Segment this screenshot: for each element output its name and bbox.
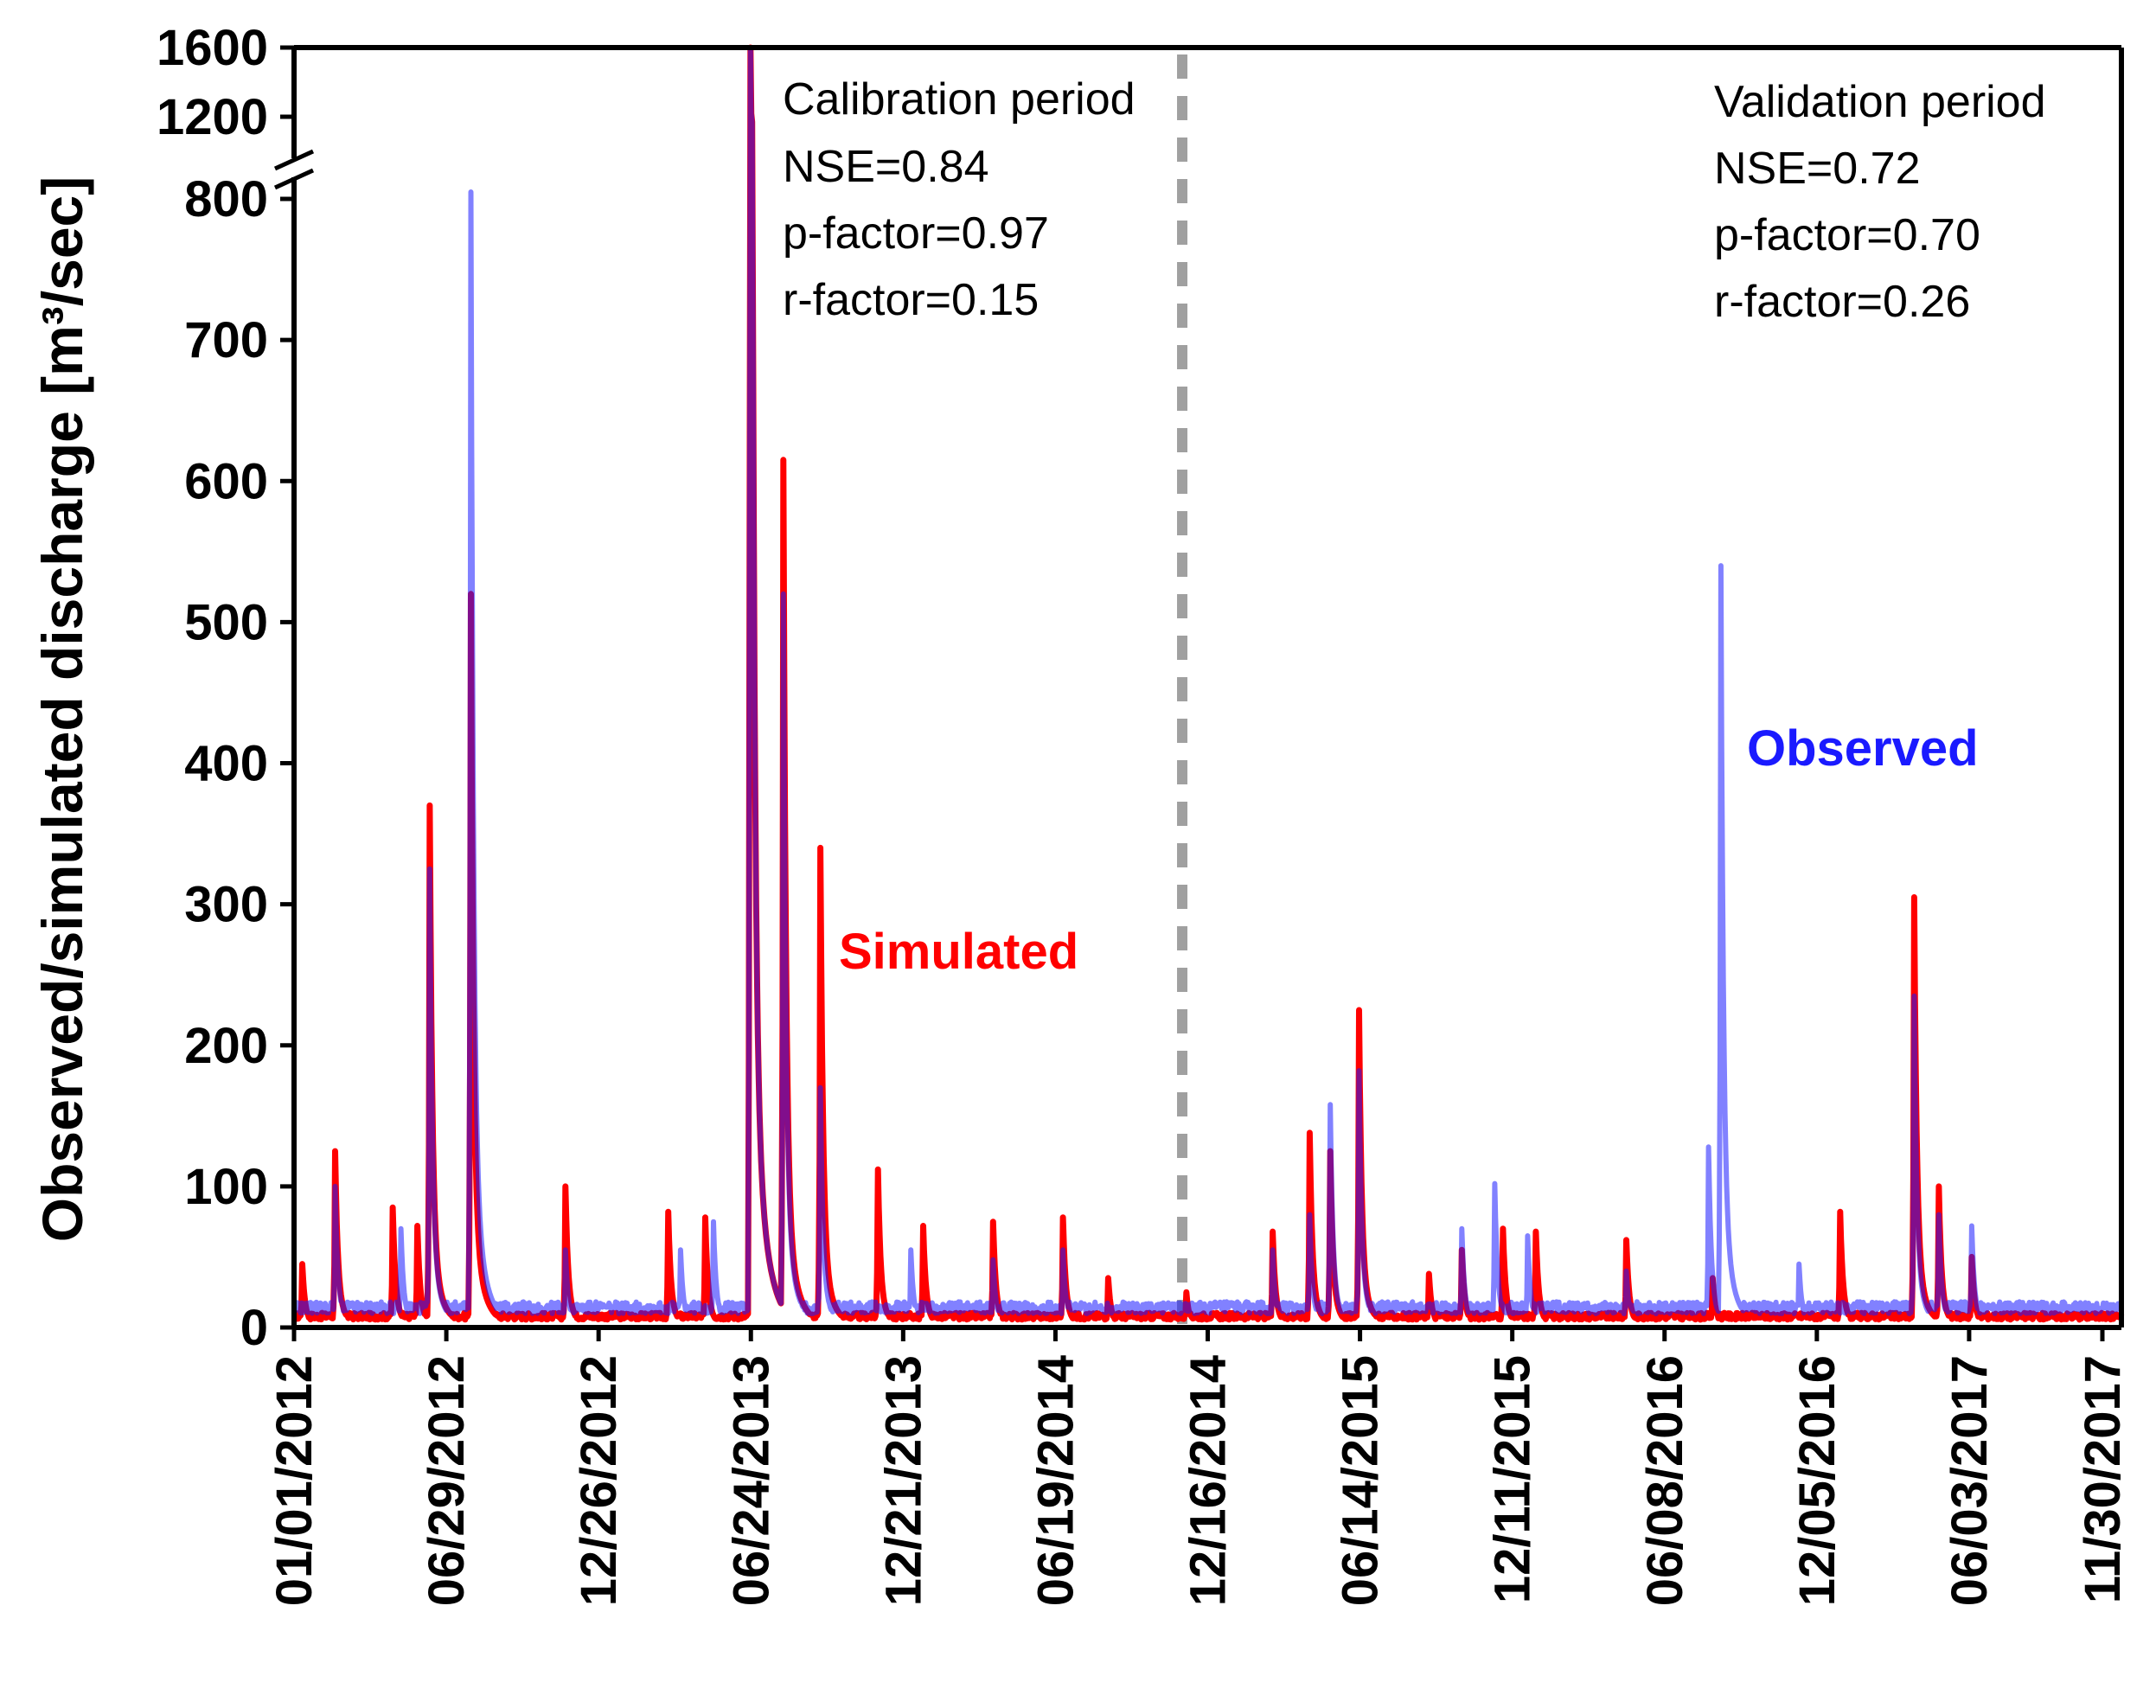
validation-p-factor: p-factor=0.70: [1714, 210, 1980, 260]
x-tick-label: 12/26/2012: [571, 1355, 627, 1606]
validation-nse: NSE=0.72: [1714, 144, 1921, 194]
x-tick-label: 12/16/2014: [1180, 1355, 1237, 1606]
x-tick-label: 01/01/2012: [266, 1355, 323, 1606]
y-tick-label: 0: [240, 1300, 268, 1356]
calibration-p-factor: p-factor=0.97: [783, 208, 1049, 259]
y-tick-label: 400: [184, 736, 268, 792]
validation-stats: Validation period NSE=0.72 p-factor=0.70…: [1714, 77, 2046, 327]
x-tick-label: 06/24/2013: [723, 1355, 779, 1606]
y-tick-label: 500: [184, 594, 268, 650]
x-tick-label: 12/21/2013: [875, 1355, 931, 1606]
x-tick-label: 06/29/2012: [419, 1355, 475, 1606]
axes: 0 100 200 300 400 500 600 700 800 1200 1600 01/01/2…: [157, 20, 2131, 1606]
x-tick-label: 06/19/2014: [1027, 1355, 1084, 1606]
axis-break-mark-top: [273, 149, 315, 171]
series-line-observed: [291, 45, 2124, 1316]
calibration-stats: Calibration period NSE=0.84 p-factor=0.9…: [783, 74, 1136, 325]
x-tick-label: 06/08/2016: [1637, 1355, 1693, 1606]
calibration-nse: NSE=0.84: [783, 142, 989, 192]
x-tick-label: 11/30/2017: [2075, 1355, 2131, 1603]
annotations: Calibration period NSE=0.84 p-factor=0.9…: [783, 74, 2046, 980]
y-tick-label: 200: [184, 1018, 268, 1074]
y-tick-label: 1600: [157, 20, 268, 76]
x-tick-label: 06/14/2015: [1333, 1355, 1389, 1606]
plot-area: [291, 44, 2125, 1327]
x-tick-label: 12/05/2016: [1789, 1355, 1846, 1606]
validation-r-factor: r-factor=0.26: [1714, 277, 1970, 327]
y-tick-label: 1200: [157, 89, 268, 145]
calibration-r-factor: r-factor=0.15: [783, 275, 1039, 325]
calibration-label: Calibration period: [783, 74, 1136, 125]
x-tick-label: 06/03/2017: [1942, 1355, 1998, 1606]
series-line-simulated: [291, 44, 2125, 1323]
y-tick-label: 700: [184, 312, 268, 368]
y-tick-label: 100: [184, 1159, 268, 1215]
validation-label: Validation period: [1714, 77, 2046, 127]
y-tick-label: 300: [184, 877, 268, 933]
observed-series-label: Observed: [1747, 720, 1979, 777]
simulated-series-label: Simulated: [839, 924, 1078, 980]
y-tick-label: 800: [184, 171, 268, 227]
axis-break-mark-bottom: [273, 168, 315, 190]
y-axis-title: Observed/simulated discharge [m³/sec]: [30, 176, 94, 1242]
x-tick-label: 12/11/2015: [1485, 1355, 1541, 1603]
y-tick-label: 600: [184, 453, 268, 509]
